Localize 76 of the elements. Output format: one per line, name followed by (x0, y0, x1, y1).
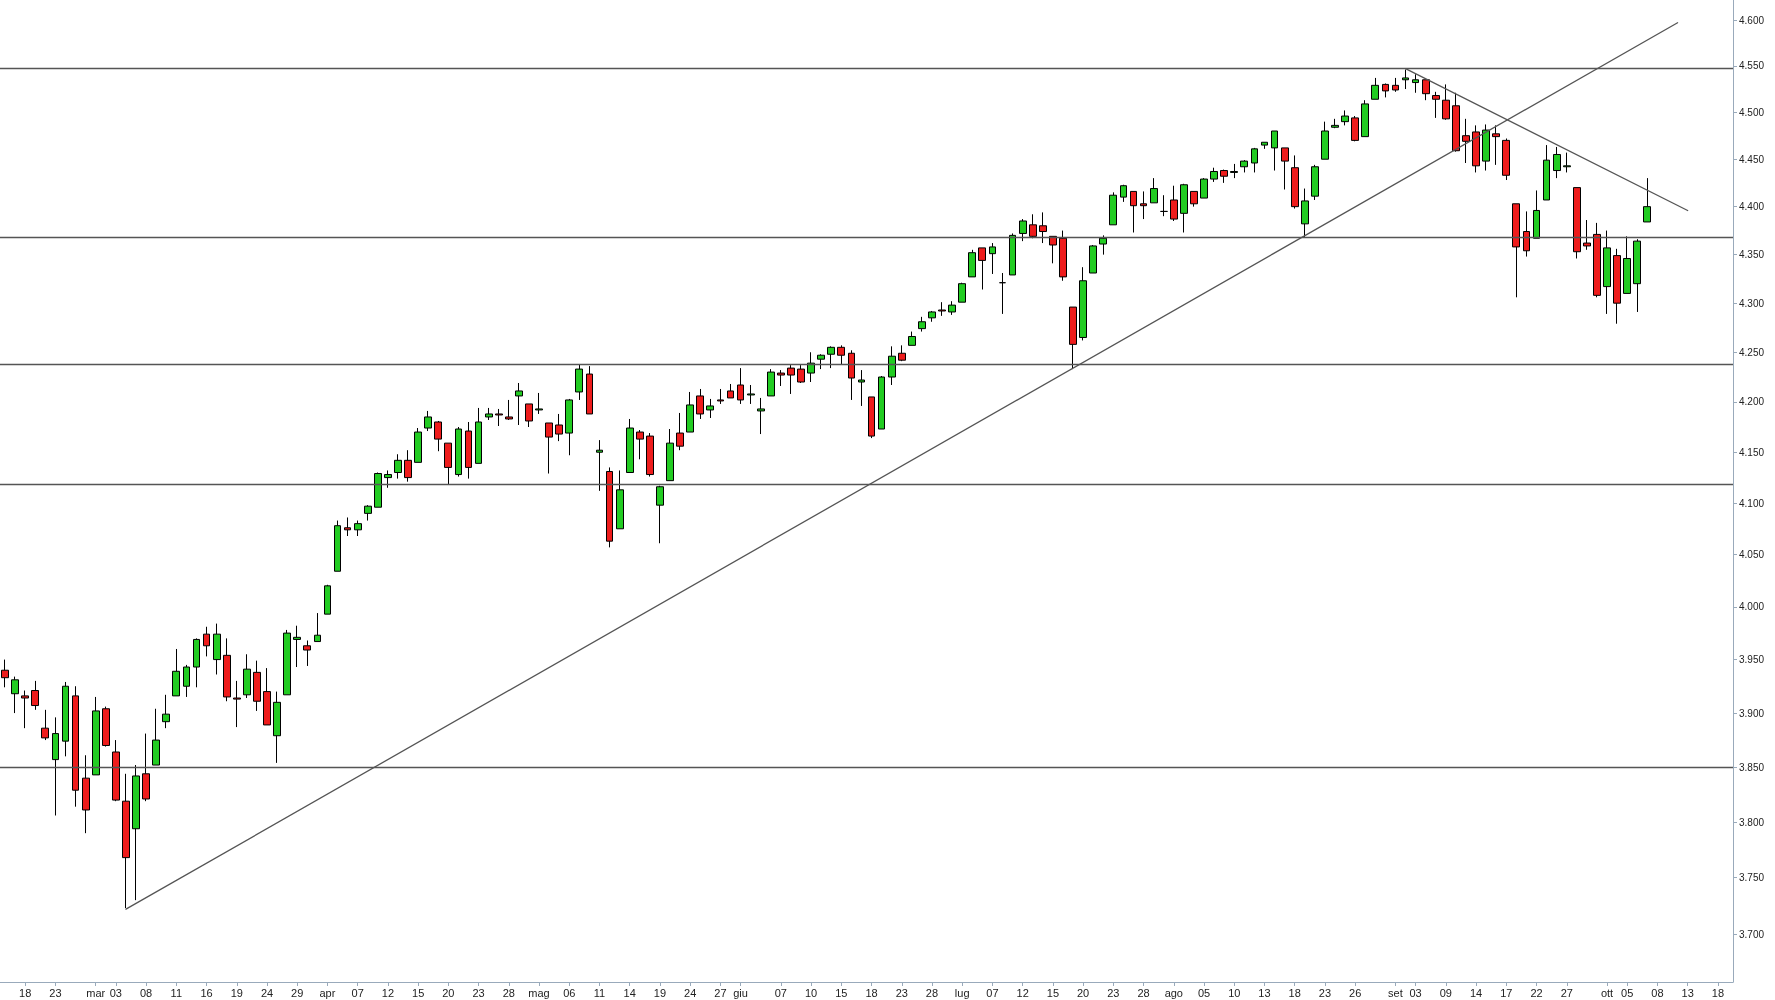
y-tick-label: 4.200 (1739, 396, 1765, 408)
x-tick-label: 18 (1288, 986, 1301, 999)
x-tick-label: 05 (1621, 986, 1634, 999)
x-tick-label: 14 (623, 986, 636, 999)
x-tick-label: 05 (1197, 986, 1211, 999)
x-tick-label: 27 (714, 986, 727, 999)
x-tick-label: 11 (593, 986, 606, 999)
x-tick-label: 07 (774, 986, 787, 999)
x-tick-label: mar (86, 986, 106, 999)
y-tick-label: 3.950 (1739, 654, 1765, 666)
x-tick-label: 07 (351, 986, 364, 999)
x-tick-label: 20 (1077, 986, 1090, 999)
x-tick-label: 13 (1258, 986, 1271, 999)
x-tick-label: 18 (1711, 986, 1725, 999)
x-tick-label: 23 (472, 986, 485, 999)
y-tick-label: 4.450 (1739, 153, 1765, 165)
x-tick-label: 22 (1530, 986, 1543, 999)
y-tick-label: 4.100 (1739, 497, 1765, 509)
x-tick-label: 03 (1409, 986, 1422, 999)
x-tick-label: 06 (563, 986, 576, 999)
x-tick-label: giu (733, 986, 748, 999)
x-tick-label: 26 (1349, 986, 1362, 999)
x-tick-label: 09 (1439, 986, 1452, 999)
x-tick-label: 10 (1228, 986, 1241, 999)
x-tick-label: 18 (865, 986, 878, 999)
x-tick-label: 08 (139, 986, 153, 999)
y-tick-label: 4.400 (1739, 201, 1765, 213)
y-tick-label: 4.300 (1739, 297, 1765, 309)
x-tick-label: 11 (170, 986, 183, 999)
x-tick-label: 29 (291, 986, 304, 999)
x-tick-label: 17 (1500, 986, 1513, 999)
x-tick-label: ago (1164, 986, 1183, 999)
y-tick-label: 3.900 (1739, 707, 1765, 719)
x-tick-label: 28 (502, 986, 515, 999)
x-tick-label: 15 (1046, 986, 1060, 999)
x-tick-label: 20 (442, 986, 455, 999)
y-tick-label: 4.600 (1739, 14, 1765, 26)
x-tick-label: 23 (1107, 986, 1120, 999)
x-tick-label: 28 (925, 986, 939, 999)
y-tick-label: 3.750 (1739, 872, 1765, 884)
x-tick-label: 14 (1469, 986, 1483, 999)
x-tick-label: mag (528, 986, 550, 999)
x-tick-label: ott (1600, 986, 1614, 999)
x-tick-label: 10 (804, 986, 818, 999)
y-tick-label: 3.850 (1739, 761, 1765, 773)
x-tick-label: set (1388, 986, 1403, 999)
x-tick-label: 15 (835, 986, 848, 999)
x-tick-label: 18 (19, 986, 32, 999)
y-tick-label: 4.550 (1739, 60, 1765, 72)
x-tick-label: 23 (49, 986, 62, 999)
x-tick-label: 16 (200, 986, 213, 999)
x-tick-label: 19 (653, 986, 667, 999)
y-tick-label: 4.250 (1739, 346, 1765, 358)
x-tick-label: 13 (1681, 986, 1694, 999)
x-tick-label: apr (319, 986, 336, 999)
x-tick-label: 03 (109, 986, 122, 999)
y-tick-label: 4.050 (1739, 549, 1765, 561)
x-tick-label: lug (954, 986, 970, 999)
x-tick-label: 23 (895, 986, 908, 999)
x-tick-label: 27 (1560, 986, 1573, 999)
y-tick-label: 3.800 (1739, 816, 1765, 828)
x-tick-label: 19 (230, 986, 243, 999)
x-tick-label: 08 (1651, 986, 1664, 999)
x-tick-label: 23 (1318, 986, 1332, 999)
x-tick-label: 15 (412, 986, 425, 999)
x-tick-label: 24 (684, 986, 697, 999)
y-tick-label: 4.150 (1739, 446, 1765, 458)
x-tick-label: 07 (986, 986, 999, 999)
x-tick-label: 12 (1016, 986, 1029, 999)
x-tick-label: 24 (260, 986, 274, 999)
y-tick-label: 4.350 (1739, 249, 1765, 261)
y-tick-label: 4.500 (1739, 106, 1765, 118)
x-tick-label: 12 (381, 986, 395, 999)
y-tick-label: 4.000 (1739, 601, 1765, 613)
x-tick-label: 28 (1137, 986, 1150, 999)
y-tick-label: 3.700 (1739, 928, 1765, 940)
